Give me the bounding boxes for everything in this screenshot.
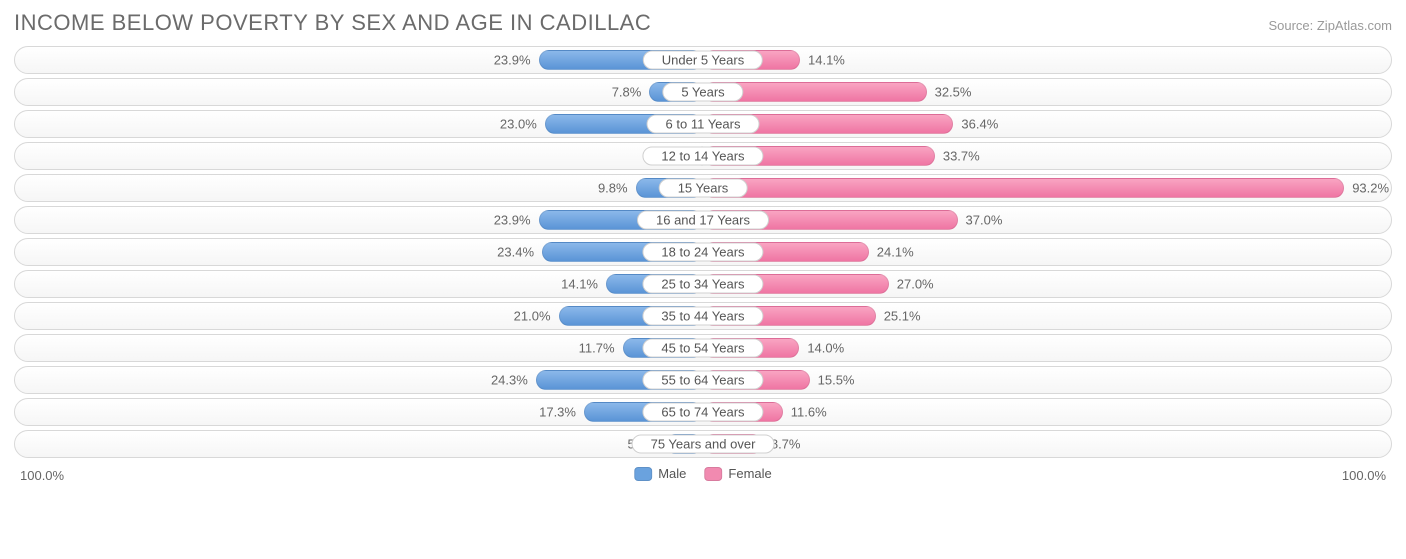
- value-label-female: 33.7%: [943, 149, 980, 164]
- value-label-female: 14.1%: [808, 53, 845, 68]
- value-label-female: 32.5%: [935, 85, 972, 100]
- category-label: 25 to 34 Years: [642, 275, 763, 294]
- value-label-male: 21.0%: [514, 309, 551, 324]
- category-label: 16 and 17 Years: [637, 211, 769, 230]
- chart-row: 24.3% 15.5% 55 to 64 Years: [14, 366, 1392, 394]
- chart-row: 23.0% 36.4% 6 to 11 Years: [14, 110, 1392, 138]
- chart-footer: 100.0% Male Female 100.0%: [14, 466, 1392, 490]
- value-label-female: 15.5%: [818, 373, 855, 388]
- value-label-male: 24.3%: [491, 373, 528, 388]
- value-label-female: 11.6%: [791, 405, 827, 420]
- chart-rows: 23.9% 14.1% Under 5 Years7.8% 32.5% 5 Years 2…: [14, 46, 1392, 458]
- legend-item-male: Male: [634, 466, 686, 481]
- value-label-female: 8.7%: [771, 437, 801, 452]
- value-label-male: 14.1%: [561, 277, 598, 292]
- value-label-female: 93.2%: [1352, 181, 1389, 196]
- chart-row: 9.8% 93.2% 15 Years: [14, 174, 1392, 202]
- legend-swatch-female: [704, 467, 722, 481]
- category-label: 15 Years: [659, 179, 748, 198]
- value-label-female: 25.1%: [884, 309, 921, 324]
- chart-row: 17.3% 11.6% 65 to 74 Years: [14, 398, 1392, 426]
- value-label-male: 23.0%: [500, 117, 537, 132]
- chart-row: 11.7% 14.0% 45 to 54 Years: [14, 334, 1392, 362]
- value-label-female: 36.4%: [961, 117, 998, 132]
- category-label: 6 to 11 Years: [647, 115, 760, 134]
- category-label: 45 to 54 Years: [642, 339, 763, 358]
- category-label: 75 Years and over: [632, 435, 775, 454]
- chart-row: 23.9% 37.0% 16 and 17 Years: [14, 206, 1392, 234]
- chart-row: 23.4% 24.1% 18 to 24 Years: [14, 238, 1392, 266]
- legend-label-female: Female: [728, 466, 771, 481]
- value-label-female: 14.0%: [807, 341, 844, 356]
- category-label: Under 5 Years: [643, 51, 763, 70]
- category-label: 55 to 64 Years: [642, 371, 763, 390]
- category-label: 18 to 24 Years: [642, 243, 763, 262]
- value-label-female: 27.0%: [897, 277, 934, 292]
- chart-legend: Male Female: [634, 466, 772, 481]
- value-label-male: 11.7%: [579, 341, 615, 356]
- axis-label-right: 100.0%: [1342, 468, 1386, 483]
- value-label-male: 17.3%: [539, 405, 576, 420]
- category-label: 65 to 74 Years: [642, 403, 763, 422]
- value-label-female: 24.1%: [877, 245, 914, 260]
- value-label-male: 23.4%: [497, 245, 534, 260]
- chart-row: 14.1% 27.0% 25 to 34 Years: [14, 270, 1392, 298]
- value-label-male: 23.9%: [494, 53, 531, 68]
- chart-row: 23.9% 14.1% Under 5 Years: [14, 46, 1392, 74]
- chart-row: 0.0%33.7%12 to 14 Years: [14, 142, 1392, 170]
- chart-row: 5.5%8.7%75 Years and over: [14, 430, 1392, 458]
- chart-header: INCOME BELOW POVERTY BY SEX AND AGE IN C…: [14, 10, 1392, 36]
- category-label: 12 to 14 Years: [642, 147, 763, 166]
- legend-label-male: Male: [658, 466, 686, 481]
- chart-title: INCOME BELOW POVERTY BY SEX AND AGE IN C…: [14, 10, 651, 36]
- value-label-male: 7.8%: [612, 85, 642, 100]
- chart-source: Source: ZipAtlas.com: [1268, 18, 1392, 33]
- value-label-female: 37.0%: [966, 213, 1003, 228]
- chart-row: 7.8% 32.5% 5 Years: [14, 78, 1392, 106]
- legend-swatch-male: [634, 467, 652, 481]
- axis-label-left: 100.0%: [20, 468, 64, 483]
- chart-row: 21.0% 25.1% 35 to 44 Years: [14, 302, 1392, 330]
- value-label-male: 23.9%: [494, 213, 531, 228]
- chart-container: INCOME BELOW POVERTY BY SEX AND AGE IN C…: [0, 0, 1406, 559]
- legend-item-female: Female: [704, 466, 771, 481]
- value-label-male: 9.8%: [598, 181, 628, 196]
- category-label: 5 Years: [662, 83, 743, 102]
- bar-female: [703, 178, 1344, 198]
- category-label: 35 to 44 Years: [642, 307, 763, 326]
